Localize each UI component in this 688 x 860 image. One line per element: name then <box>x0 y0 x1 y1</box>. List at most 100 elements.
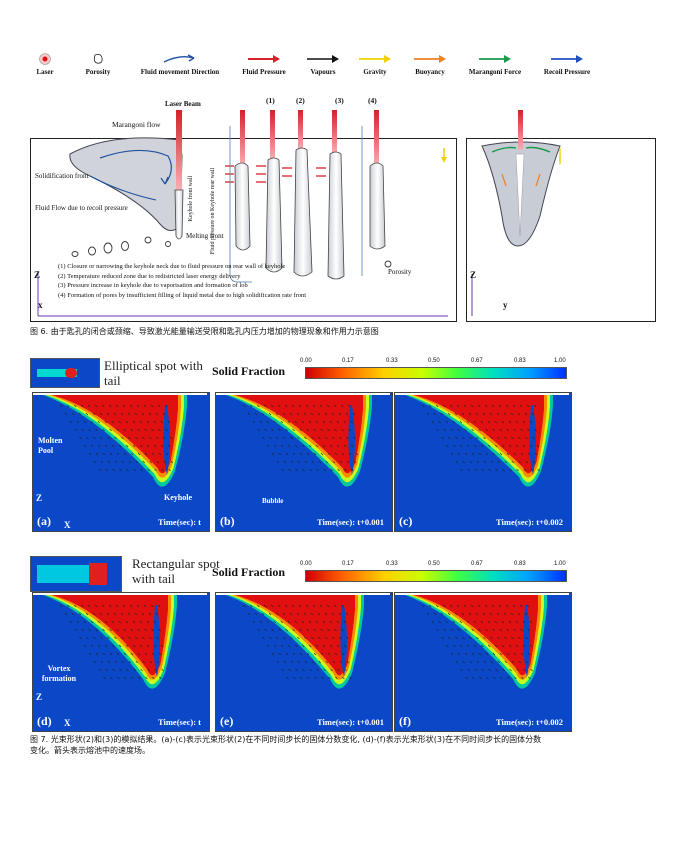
panel-letter: (c) <box>399 514 413 528</box>
label-fluid-flow: Fluid Flow due to recoil pressure <box>35 204 128 212</box>
legend-vapours: Vapours <box>298 52 348 76</box>
legend-laser: Laser <box>30 52 60 76</box>
legend-gravity: Gravity <box>350 52 400 76</box>
schematic-notes: (1) Closure or narrowing the keyhole nec… <box>58 262 388 300</box>
label-marangoni-flow: Marangoni flow <box>112 120 161 129</box>
laser-icon <box>39 53 51 65</box>
panel-letter: (b) <box>220 514 235 528</box>
panel-time: Time(sec): t <box>157 517 201 527</box>
force-legend: Laser Porosity Fluid movement Direction … <box>30 52 670 82</box>
panel-time: Time(sec): t+0.001 <box>317 717 384 727</box>
buoyancy-icon <box>414 55 446 63</box>
figure-6-schematic: Laser Beam Marangoni flow Solidification… <box>30 96 656 322</box>
melt-pool-field <box>395 593 569 689</box>
simulation-panel-f: (f) Time(sec): t+0.002 <box>394 592 572 732</box>
solid-fraction-title-1: Solid Fraction <box>212 364 286 378</box>
label-keyhole-front-wall: Keyhole front wall <box>188 176 194 222</box>
axis-z-label-side: Z <box>470 270 477 280</box>
tick: 0.17 <box>342 561 354 567</box>
legend-buoyancy: Buoyancy <box>402 52 458 76</box>
porosity-bubbles <box>71 236 392 268</box>
tick: 0.00 <box>300 358 312 364</box>
label-keyhole: Keyhole <box>164 493 192 502</box>
laser-beam-main <box>176 110 182 190</box>
solid-fraction-colorbar-1 <box>305 367 567 379</box>
simulation-panel-e: (e) Time(sec): t+0.001 <box>215 592 393 732</box>
stage-label-3: (3) <box>335 96 344 105</box>
simulation-panel-c: (c) Time(sec): t+0.002 <box>394 392 572 532</box>
panel-time: Time(sec): t <box>157 717 201 727</box>
stage-1 <box>234 110 251 251</box>
melt-pool-field <box>33 593 207 689</box>
legend-porosity: Porosity <box>78 52 118 76</box>
porosity-icon <box>93 53 103 64</box>
tick: 0.50 <box>428 561 440 567</box>
axis-z-7a: Z <box>36 493 43 503</box>
label-fluid-pressure-rear: Fluid pressure on Keyhole rear wall <box>210 168 216 255</box>
stage-label-4: (4) <box>368 96 377 105</box>
tick: 0.67 <box>471 561 483 567</box>
panel-letter: (e) <box>220 714 234 728</box>
figure-6-caption: 图 6. 由于匙孔的闭合或颈缩、导致激光能量输送受限和匙孔内压力增加的物理现象和… <box>30 327 379 336</box>
caption-line-2: 变化。箭头表示熔池中的速度场。 <box>30 746 150 755</box>
axis-z-label: Z <box>34 270 41 280</box>
axis-x-7d: X <box>64 718 71 728</box>
stage-3 <box>293 110 313 277</box>
spot-title-rectangular: Rectangular spot with tail <box>132 556 220 586</box>
legend-marangoni: Marangoni Force <box>460 52 530 76</box>
label-molten-pool: Molten Pool <box>38 436 63 455</box>
legend-pressure: Fluid Pressure <box>234 52 294 76</box>
simulation-panel-a: (a) Time(sec): t <box>32 392 210 532</box>
melt-pool-field <box>216 393 390 487</box>
gravity-icon <box>359 55 391 63</box>
panel-letter: (d) <box>37 714 52 728</box>
stage-label-1: (1) <box>266 96 275 105</box>
melt-pool-field <box>216 593 390 689</box>
recoil-icon <box>551 55 583 63</box>
tick: 1.00 <box>554 561 566 567</box>
stage-5 <box>369 110 386 250</box>
note-4: (4) Formation of pores by insufficient f… <box>58 291 307 299</box>
tick: 0.83 <box>514 358 526 364</box>
tick: 0.17 <box>342 358 354 364</box>
spot-title-elliptical: Elliptical spot with tail <box>104 358 203 388</box>
fluid-direction-icon <box>163 54 195 63</box>
label-laser-beam: Laser Beam <box>165 100 201 108</box>
panel-time: Time(sec): t+0.002 <box>496 517 563 527</box>
spot-shape-elliptical <box>30 358 100 388</box>
stage-2 <box>265 110 283 273</box>
tick: 0.33 <box>386 561 398 567</box>
label-porosity: Porosity <box>388 268 412 276</box>
axis-z-7d: Z <box>36 692 43 702</box>
figure-7-caption: 图 7. 光束形状(2)和(3)的模拟结果。(a)-(c)表示光束形状(2)在不… <box>30 734 680 756</box>
axis-x-7a: X <box>64 520 71 530</box>
caption-line-1: 图 7. 光束形状(2)和(3)的模拟结果。(a)-(c)表示光束形状(2)在不… <box>30 735 542 744</box>
simulation-panel-d: (d) Time(sec): t <box>32 592 210 732</box>
label-bubble: Bubble <box>262 497 284 505</box>
note-2: (2) Temperature reduced zone due to redi… <box>58 272 241 280</box>
note-1: (1) Closure or narrowing the keyhole nec… <box>58 263 286 270</box>
vapours-icon <box>307 55 339 63</box>
panel-time: Time(sec): t+0.001 <box>317 517 384 527</box>
solid-fraction-title-2: Solid Fraction <box>212 565 286 579</box>
colorbar-ticks-1: 0.00 0.17 0.33 0.50 0.67 0.83 1.00 <box>300 358 570 366</box>
simulation-panel-b: (b) Time(sec): t+0.001 <box>215 392 393 532</box>
colorbar-ticks-2: 0.00 0.17 0.33 0.50 0.67 0.83 1.00 <box>300 561 570 569</box>
legend-fluid: Fluid movement Direction <box>130 52 230 76</box>
tick: 1.00 <box>554 358 566 364</box>
label-solidification-front: Solidification front <box>35 172 89 180</box>
tick: 0.83 <box>514 561 526 567</box>
marangoni-icon <box>479 55 511 63</box>
fluid-pressure-arrows <box>225 165 326 183</box>
melt-pool-field <box>33 393 207 487</box>
axis-y-label: y <box>503 300 508 310</box>
panel-time: Time(sec): t+0.002 <box>496 717 563 727</box>
label-vortex: Vortex formation <box>41 664 77 683</box>
axis-x-label: x <box>38 300 43 310</box>
tick: 0.50 <box>428 358 440 364</box>
panel-letter: (f) <box>399 714 411 728</box>
stage-4 <box>327 110 345 280</box>
solid-fraction-colorbar-2 <box>305 570 567 582</box>
melt-pool-field <box>395 393 569 487</box>
stage-label-2: (2) <box>296 96 305 105</box>
